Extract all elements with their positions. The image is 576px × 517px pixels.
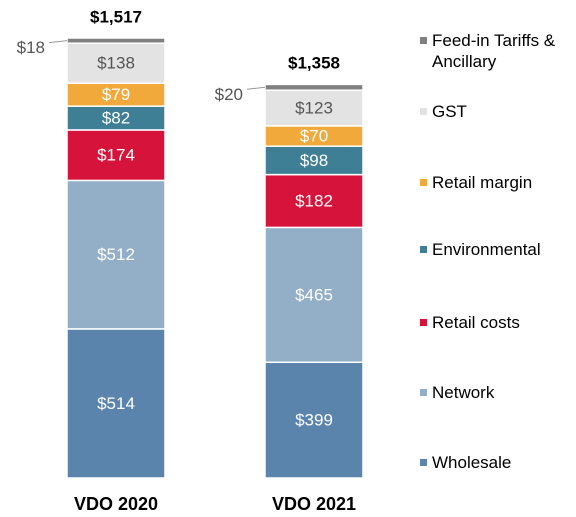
bar-segment [264,226,364,364]
legend-label: Wholesale [432,453,512,472]
bar-segment [66,42,166,84]
x-tick-label: VDO 2021 [272,494,356,514]
value-label: $514 [97,394,135,413]
x-tick-label: VDO 2020 [74,494,158,514]
legend-label: Feed-in Tariffs & Ancillary [432,31,556,71]
legend-item: Feed-in Tariffs & Ancillary [420,30,570,72]
leader-line [48,40,68,44]
value-label: $82 [102,109,130,128]
value-label: $98 [300,151,328,170]
value-label: $70 [300,127,328,146]
legend-label: GST [432,102,467,121]
value-label: $20 [215,85,243,104]
bar-segment [66,37,166,44]
legend-label: Network [432,383,495,402]
bar-segment [66,179,166,330]
value-label: $465 [295,285,333,304]
legend-swatch [420,246,427,253]
value-label: $182 [295,191,333,210]
legend-item: Environmental [420,239,570,260]
value-label: $512 [97,245,135,264]
legend-item: Network [420,382,570,403]
legend-label: Environmental [432,240,541,259]
legend-swatch [420,108,427,115]
total-label: $1,358 [288,54,340,73]
bar-segment [264,145,364,176]
value-label: $79 [102,85,130,104]
value-label: $18 [17,38,45,57]
legend-label: Retail margin [432,173,533,192]
legend-swatch [420,459,427,466]
value-label: $138 [97,54,135,73]
bar-segment [264,173,364,229]
value-label: $174 [97,146,135,165]
bar-segment [66,328,166,479]
bar-segment [264,89,364,127]
legend-swatch [420,389,427,396]
legend-item: GST [420,101,570,122]
legend-swatch [420,37,427,44]
total-label: $1,517 [90,7,142,26]
legend-item: Retail margin [420,172,570,193]
legend-swatch [420,319,427,326]
value-label: $399 [295,411,333,430]
bar-segment [264,83,364,91]
legend-label: Retail costs [432,313,520,332]
bar-segment [66,129,166,182]
legend-item: Wholesale [420,452,570,473]
value-label: $123 [295,99,333,118]
leader-line [246,86,266,90]
legend-swatch [420,179,427,186]
legend-item: Retail costs [420,312,570,333]
